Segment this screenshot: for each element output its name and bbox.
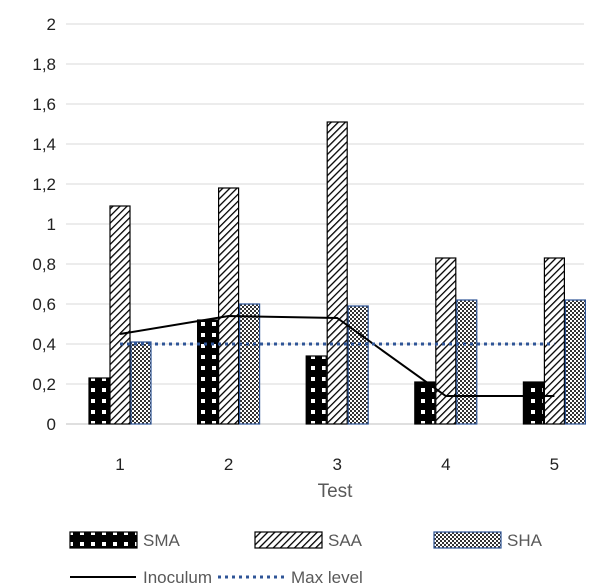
y-tick-label: 0,2: [32, 375, 56, 394]
line-inoculum: [119, 314, 555, 397]
legend-swatch-saa: [254, 531, 323, 549]
legend-label-inoculum: Inoculum: [143, 568, 212, 586]
bar-sma-1: [88, 377, 110, 425]
bar-saa-5: [543, 257, 566, 425]
y-tick-label: 1,8: [32, 55, 56, 74]
y-tick-label: 0,4: [32, 335, 56, 354]
y-tick-label: 1: [47, 215, 56, 234]
y-tick-label: 1,6: [32, 95, 56, 114]
bar-sma-5: [522, 381, 545, 425]
x-axis-title: Test: [318, 481, 354, 502]
y-tick-label: 0: [47, 415, 56, 434]
bar-saa-3: [326, 121, 348, 425]
bars: [88, 121, 587, 425]
y-tick-label: 0,8: [32, 255, 56, 274]
legend-label-sha: SHA: [507, 531, 543, 550]
bar-saa-1: [109, 205, 131, 425]
bar-sha-1: [130, 341, 152, 425]
y-tick-label: 1,2: [32, 175, 56, 194]
y-tick-label: 2: [47, 15, 56, 34]
x-tick-label: 4: [441, 455, 450, 474]
x-tick-label: 1: [115, 455, 124, 474]
legend-swatch-sha: [433, 531, 502, 549]
legend-label-max-level: Max level: [291, 568, 363, 586]
gridlines: [66, 23, 584, 425]
x-tick-label: 5: [550, 455, 559, 474]
legend-label-sma: SMA: [143, 531, 181, 550]
bar-sha-2: [239, 303, 261, 425]
bar-sma-3: [305, 355, 327, 425]
y-tick-label: 1,4: [32, 135, 56, 154]
x-tick-label: 2: [224, 455, 233, 474]
bar-saa-2: [218, 187, 240, 425]
legend-label-saa: SAA: [328, 531, 363, 550]
legend: SMA SAA SHA Inoculum Max level: [69, 531, 543, 586]
bar-sha-5: [564, 299, 587, 425]
bar-sma-4: [414, 381, 436, 425]
x-tick-label: 3: [332, 455, 341, 474]
series-lines: [119, 314, 555, 397]
bar-sha-4: [456, 299, 478, 425]
legend-swatch-sma: [69, 531, 138, 549]
y-tick-label: 0,6: [32, 295, 56, 314]
x-axis-ticks: 1 2 3 4 5: [115, 455, 559, 474]
bar-sha-3: [347, 305, 369, 425]
bar-saa-4: [435, 257, 457, 425]
bar-sma-2: [197, 319, 219, 425]
y-axis-ticks: 0 0,2 0,4 0,6 0,8 1 1,2 1,4 1,6 1,8 2: [32, 15, 56, 434]
